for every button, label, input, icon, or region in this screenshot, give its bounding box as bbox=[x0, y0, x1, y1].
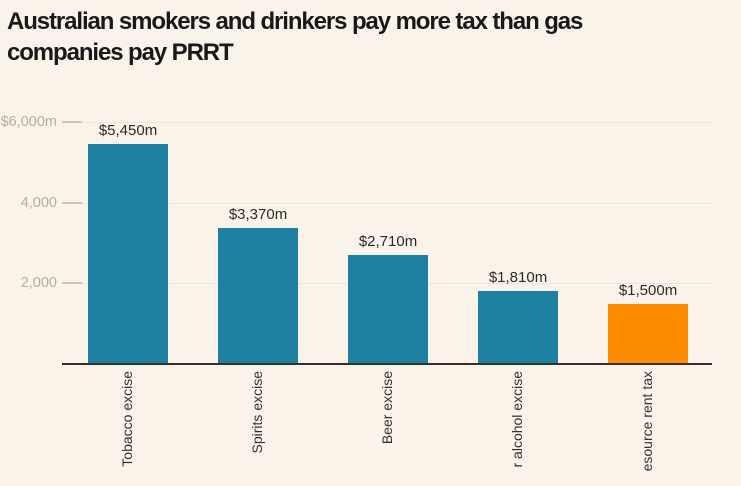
chart-title-line1: Australian smokers and drinkers pay more… bbox=[7, 8, 583, 35]
y-tick-mark bbox=[62, 282, 82, 285]
x-axis-category-label: r alcohol excise bbox=[509, 371, 525, 468]
bar-tobacco-excise bbox=[88, 144, 168, 364]
x-axis-category-label: esource rent tax bbox=[639, 371, 655, 472]
bar-value-label: $2,710m bbox=[358, 232, 418, 250]
bar-esource-rent-tax bbox=[608, 303, 688, 364]
y-tick-mark bbox=[62, 121, 82, 123]
x-axis-category-label: Tobacco excise bbox=[119, 371, 135, 467]
y-axis-tick-label: 4,000 bbox=[20, 194, 57, 211]
bar-value-label: $5,450m bbox=[98, 122, 158, 140]
bar-value-label: $1,500m bbox=[618, 281, 678, 299]
x-axis-line bbox=[62, 363, 712, 365]
y-gridline bbox=[62, 122, 712, 123]
chart-title: Australian smokers and drinkers pay more… bbox=[7, 6, 583, 68]
x-axis-category-label: Spirits excise bbox=[249, 371, 265, 454]
y-tick-mark bbox=[62, 201, 82, 204]
chart-title-line2: companies pay PRRT bbox=[7, 39, 234, 66]
bar-spirits-excise bbox=[218, 228, 298, 364]
bar-beer-excise bbox=[348, 254, 428, 364]
bar-r-alcohol-excise bbox=[478, 290, 558, 364]
y-axis-tick-label: $6,000m bbox=[0, 114, 57, 130]
y-axis-tick-label: 2,000 bbox=[20, 275, 57, 292]
x-axis-category-label: Beer excise bbox=[379, 371, 395, 445]
bar-value-label: $1,810m bbox=[488, 268, 548, 286]
bar-value-label: $3,370m bbox=[228, 206, 288, 224]
y-gridline bbox=[62, 202, 712, 204]
